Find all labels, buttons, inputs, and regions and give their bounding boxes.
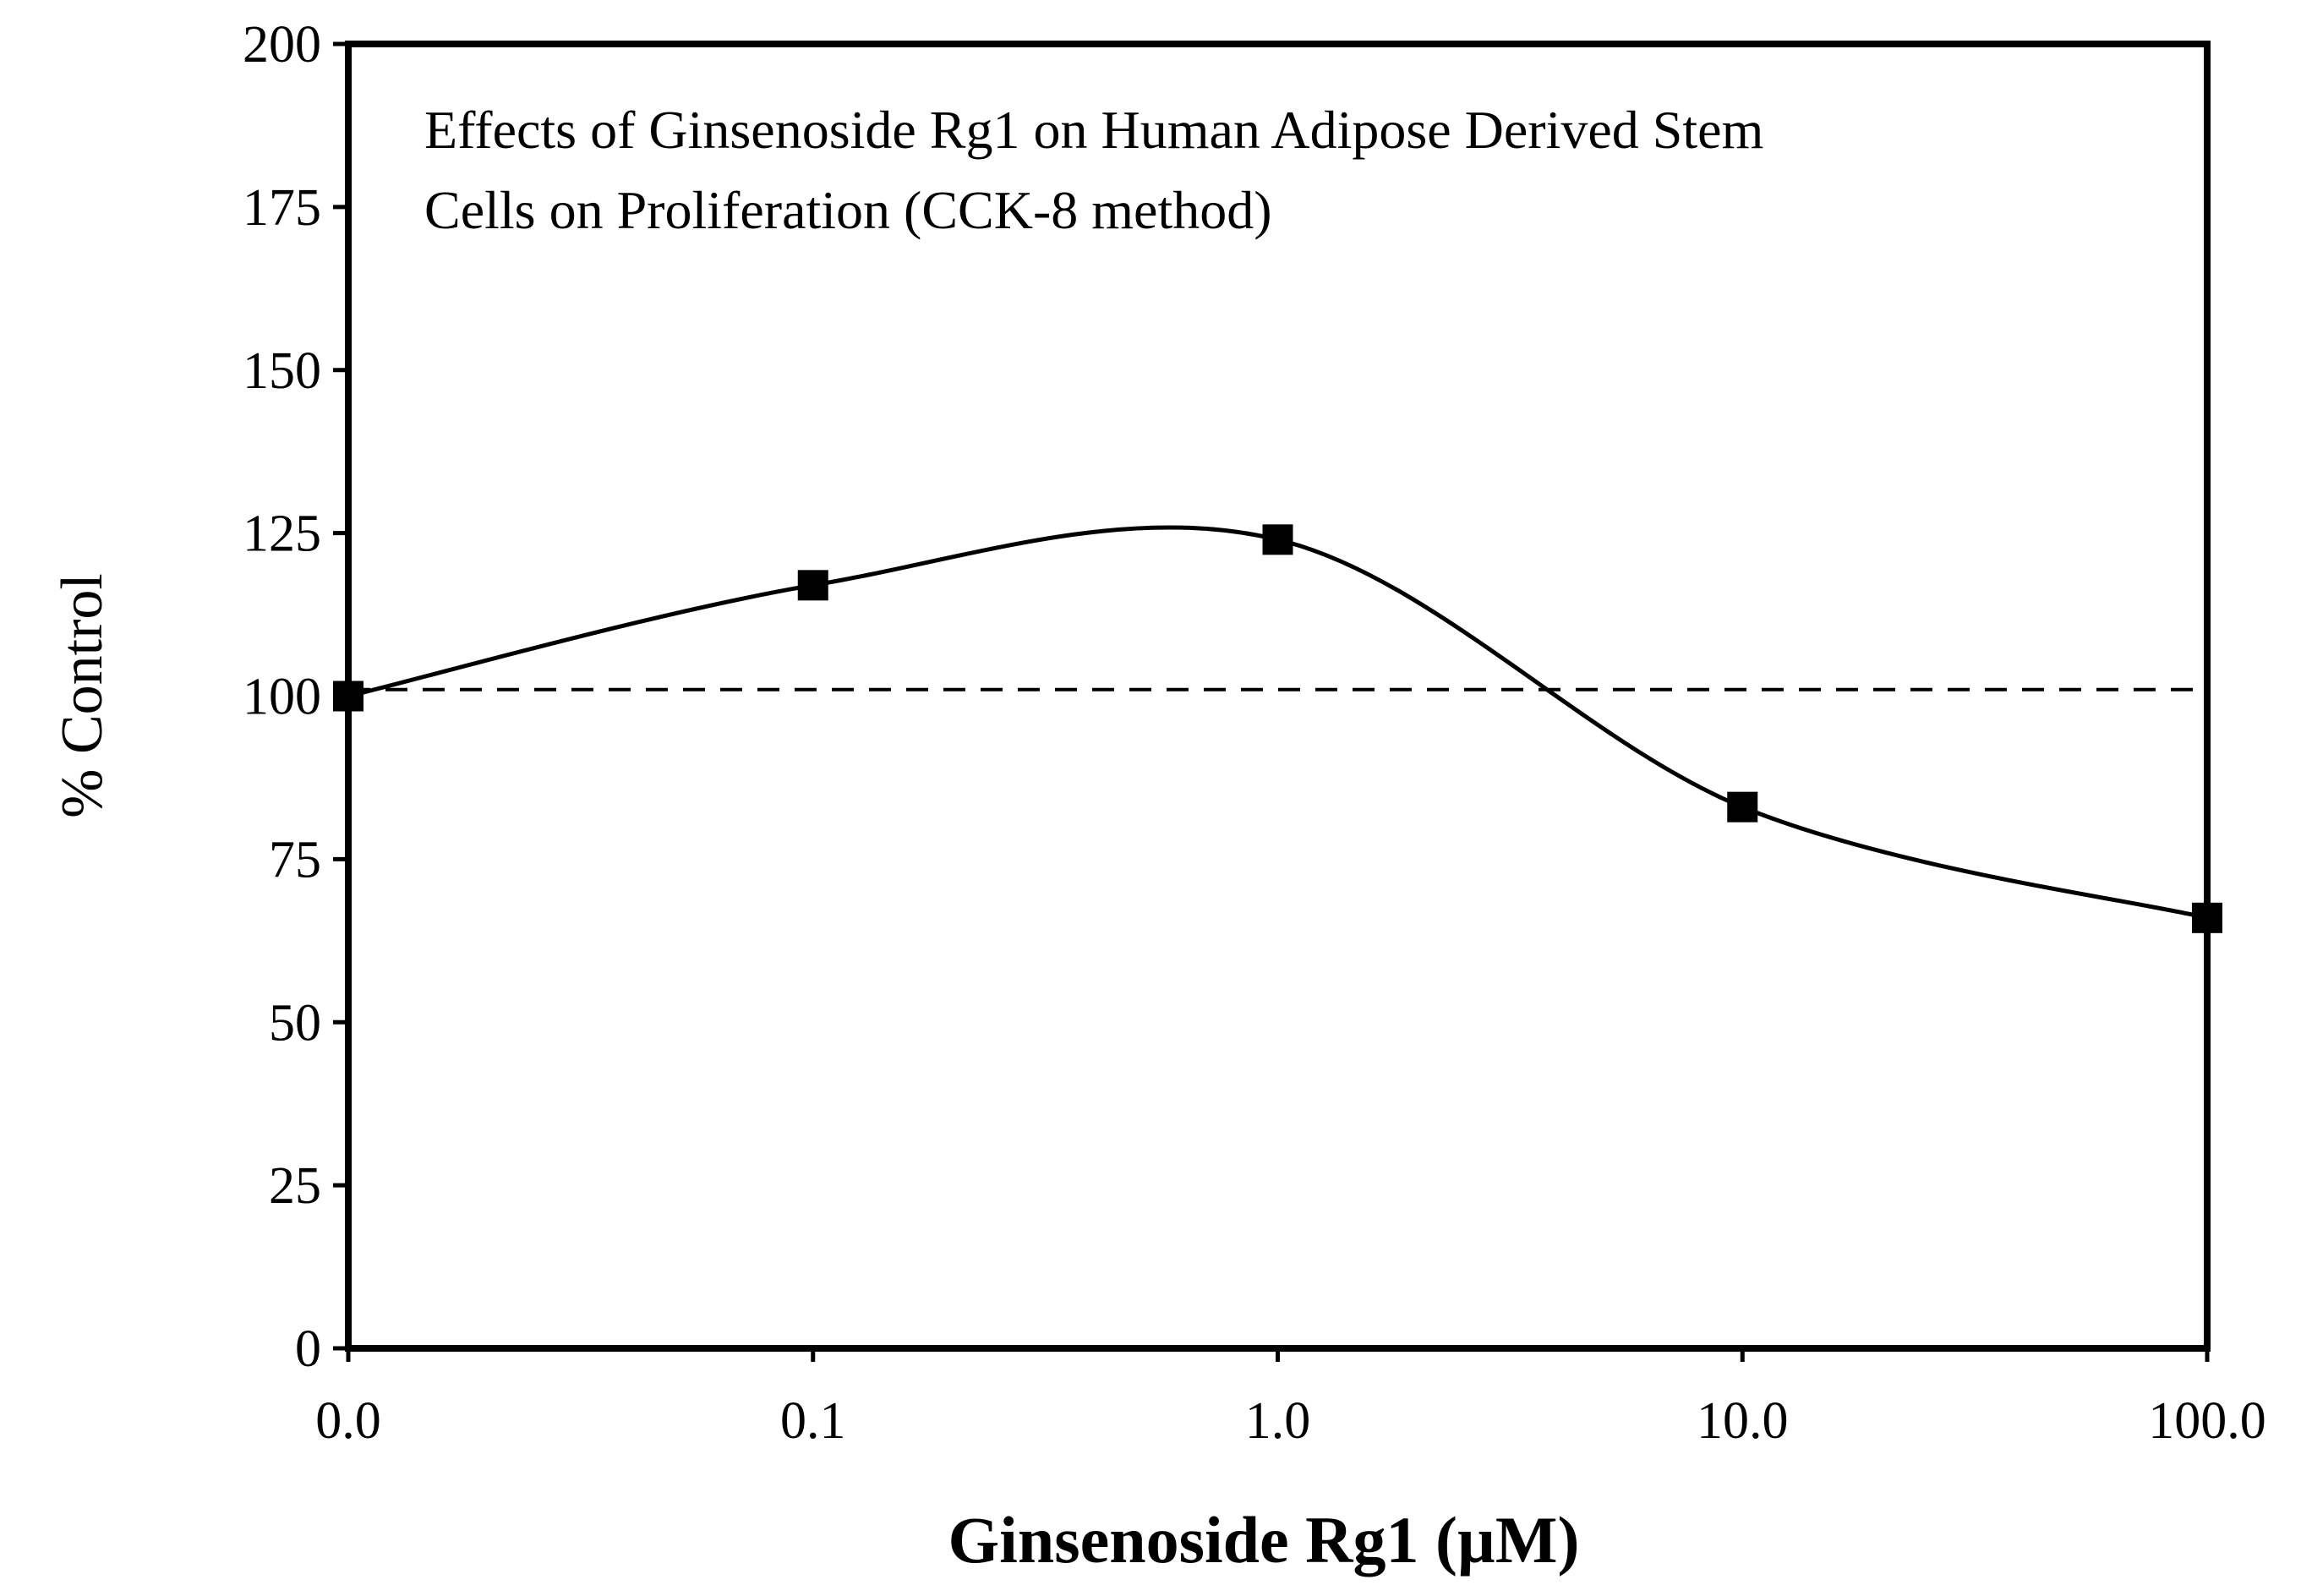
y-tick-label-0: 0 (295, 1320, 321, 1378)
data-point-10.0 (1727, 791, 1758, 823)
x-tick-label-0.1: 0.1 (780, 1392, 846, 1450)
x-axis-label: Ginsenoside Rg1 (µM) (948, 1503, 1580, 1577)
y-tick-label-150: 150 (243, 342, 321, 400)
y-axis: 0 25 50 75 100 125 150 175 200 (243, 16, 348, 1378)
data-point-0.0 (333, 680, 363, 712)
x-tick-label-100.0: 100.0 (2148, 1392, 2266, 1450)
y-tick-label-175: 175 (243, 179, 321, 237)
y-tick-label-125: 125 (243, 506, 321, 563)
y-tick-label-200: 200 (243, 16, 321, 74)
x-tick-label-1.0: 1.0 (1245, 1392, 1311, 1450)
x-tick-label-10.0: 10.0 (1697, 1392, 1789, 1450)
chart-title-line-1: Effects of Ginsenoside Rg1 on Human Adip… (424, 100, 1763, 160)
y-tick-label-100: 100 (243, 669, 321, 726)
y-tick-label-25: 25 (269, 1157, 321, 1215)
data-point-100.0 (2192, 902, 2222, 933)
data-point-1.0 (1262, 524, 1293, 555)
series-line (347, 525, 2208, 921)
series-markers (333, 524, 2222, 933)
y-axis-label: % Control (50, 573, 115, 818)
x-tick-label-0.0: 0.0 (315, 1392, 381, 1450)
y-tick-label-50: 50 (269, 994, 321, 1052)
x-axis: 0.0 0.1 1.0 10.0 100.0 (315, 1348, 2266, 1450)
data-point-0.1 (797, 570, 828, 601)
y-tick-label-75: 75 (269, 831, 321, 888)
chart-title-line-2: Cells on Proliferation (CCK-8 method) (424, 180, 1272, 240)
